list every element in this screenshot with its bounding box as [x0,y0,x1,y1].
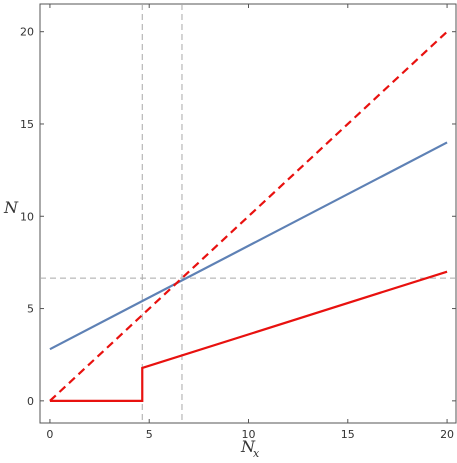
plot-area: 0 5 10 15 20 0 5 10 15 20 [20,3,457,441]
y-axis-label: N [3,198,19,217]
x-tick-label: 0 [46,428,53,441]
y-tick-label: 5 [27,303,34,316]
x-tick-label: 5 [146,428,153,441]
x-tick-label: 10 [242,428,256,441]
x-tick-label: 15 [341,428,355,441]
x-axis-label-main: N [240,437,256,456]
series-line-1 [49,141,448,351]
x-axis-label: N x [240,437,260,460]
y-tick-label: 0 [27,395,34,408]
x-axis-label-subscript: x [253,447,260,460]
y-tick-label: 15 [20,118,34,131]
series-line-3 [49,270,448,402]
x-tick-label: 20 [440,428,454,441]
y-tick-label: 20 [20,26,34,39]
plot-frame [39,3,457,424]
y-tick-label: 10 [20,210,34,223]
series-line-2 [49,30,448,402]
